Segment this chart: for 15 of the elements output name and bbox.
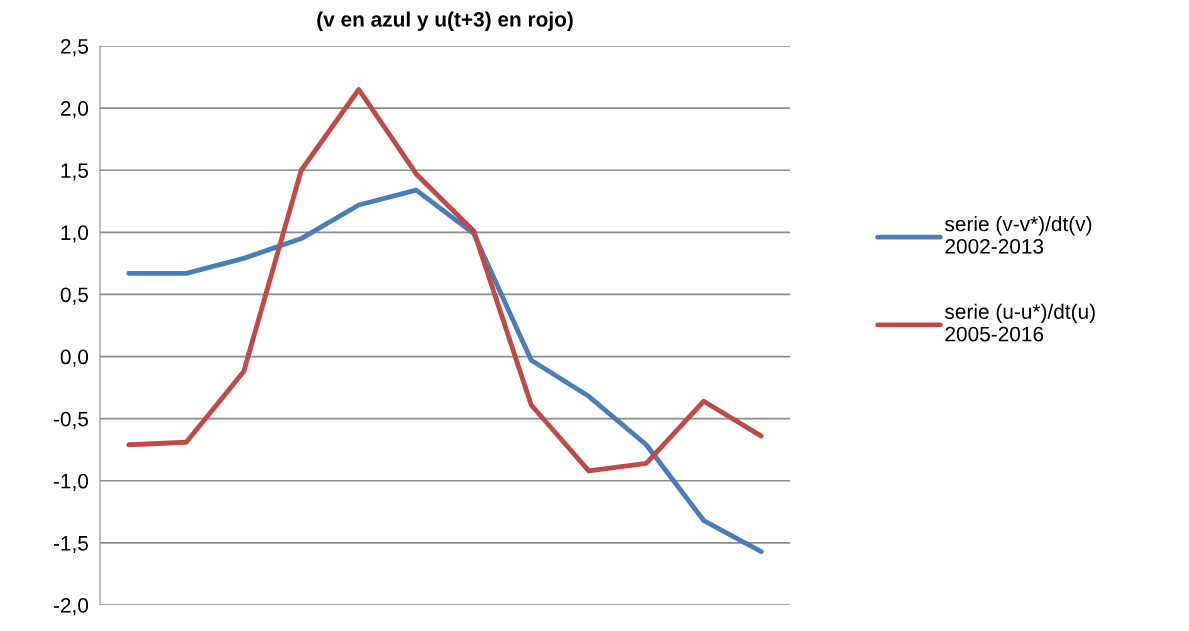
y-tick-label: 1,5 [61, 163, 89, 181]
y-tick-label: -2,0 [53, 598, 89, 616]
y-tick-label: 1,0 [61, 225, 89, 243]
y-tick-label: 0,0 [60, 349, 89, 367]
line-series [126, 187, 764, 555]
y-tick-label: -0,5 [53, 411, 89, 429]
y-tick-label: 0,5 [60, 287, 89, 305]
legend-label: serie (u-u*)/dt(u) 2005-2016 [945, 303, 1095, 342]
y-tick-label: 2,0 [60, 101, 89, 119]
y-tick-label: 2,5 [60, 39, 89, 57]
y-tick-label: -1,0 [53, 473, 89, 491]
y-tick-label: -1,5 [53, 536, 89, 554]
legend-label: serie (v-v*)/dt(v) 2002-2013 [945, 216, 1092, 254]
chart-title: (v en azul y u(t+3) en rojo) [317, 11, 573, 31]
line-series [126, 87, 764, 474]
